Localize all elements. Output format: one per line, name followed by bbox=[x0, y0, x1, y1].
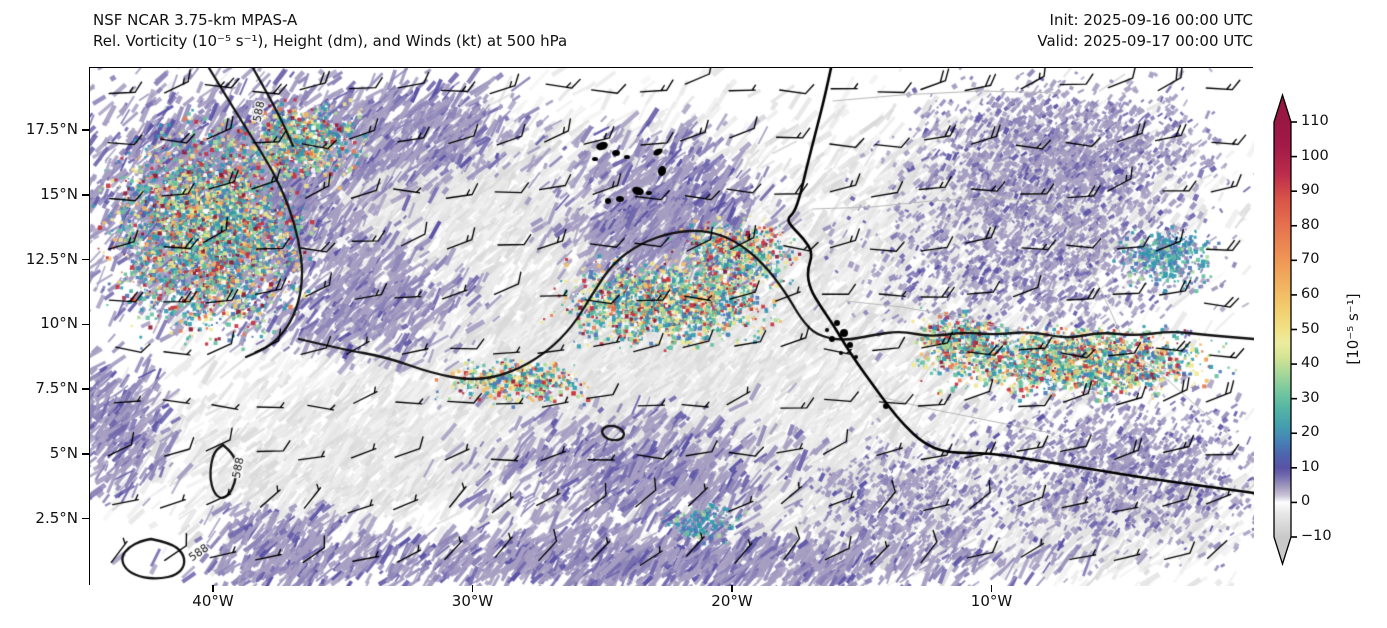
y-axis-tickmark bbox=[82, 258, 89, 261]
vorticity-map-canvas bbox=[90, 68, 1254, 586]
x-axis-tick-label: 20°W bbox=[711, 592, 753, 610]
y-axis-tickmark bbox=[82, 323, 89, 325]
x-axis-tickmark bbox=[990, 585, 993, 592]
colorbar-tick-label: 10 bbox=[1301, 458, 1320, 475]
x-axis-tick-label: 40°W bbox=[192, 592, 234, 610]
colorbar-tick-label: 60 bbox=[1301, 285, 1320, 302]
colorbar-tick-label: −10 bbox=[1301, 528, 1332, 544]
colorbar-tick-label: 20 bbox=[1301, 424, 1320, 441]
x-axis-tickmark bbox=[731, 585, 733, 592]
y-axis-tick-label: 7.5°N bbox=[35, 379, 78, 397]
plot-title: NSF NCAR 3.75-km MPAS-A bbox=[93, 11, 298, 29]
title-block: NSF NCAR 3.75-km MPAS-A Rel. Vorticity (… bbox=[93, 10, 567, 52]
colorbar-tick-label: 30 bbox=[1301, 389, 1320, 406]
y-axis-tickmark bbox=[82, 453, 89, 455]
y-axis-tick-label: 5°N bbox=[49, 443, 78, 462]
colorbar-tick-label: 70 bbox=[1301, 251, 1320, 268]
y-axis-tickmark bbox=[82, 517, 89, 520]
map-plot bbox=[89, 67, 1254, 586]
colorbar-tick-label: 80 bbox=[1301, 216, 1320, 233]
y-axis-tick-label: 10°N bbox=[40, 314, 78, 333]
y-axis-tickmark bbox=[82, 194, 89, 196]
valid-time: Valid: 2025-09-17 00:00 UTC bbox=[1037, 32, 1253, 50]
colorbar-tick-label: 100 bbox=[1301, 147, 1329, 164]
y-axis-tickmark bbox=[82, 388, 89, 390]
plot-subtitle: Rel. Vorticity (10⁻⁵ s⁻¹), Height (dm), … bbox=[93, 32, 568, 50]
y-axis-tick-label: 17.5°N bbox=[25, 120, 78, 138]
colorbar-tick-label: 50 bbox=[1301, 320, 1320, 337]
y-axis-tickmark bbox=[82, 129, 89, 131]
y-axis-tick-label: 15°N bbox=[40, 184, 78, 203]
x-axis-tickmark bbox=[471, 585, 474, 592]
colorbar-tick-label: 0 bbox=[1301, 493, 1311, 510]
colorbar bbox=[1266, 88, 1306, 578]
colorbar-tick-label: 40 bbox=[1301, 355, 1320, 372]
time-block: Init: 2025-09-16 00:00 UTC Valid: 2025-0… bbox=[1037, 10, 1253, 52]
colorbar-gradient bbox=[1273, 92, 1297, 567]
x-axis-tick-label: 10°W bbox=[970, 592, 1013, 610]
x-axis-tick-label: 30°W bbox=[451, 592, 494, 610]
y-axis-tick-label: 2.5°N bbox=[35, 508, 78, 527]
init-time: Init: 2025-09-16 00:00 UTC bbox=[1049, 11, 1253, 29]
colorbar-unit-label: [10⁻⁵ s⁻¹] bbox=[1344, 293, 1362, 365]
x-axis-tickmark bbox=[212, 585, 214, 592]
colorbar-tick-label: 110 bbox=[1301, 113, 1329, 129]
colorbar-tick-label: 90 bbox=[1301, 182, 1320, 199]
y-axis-tick-label: 12.5°N bbox=[25, 249, 78, 268]
